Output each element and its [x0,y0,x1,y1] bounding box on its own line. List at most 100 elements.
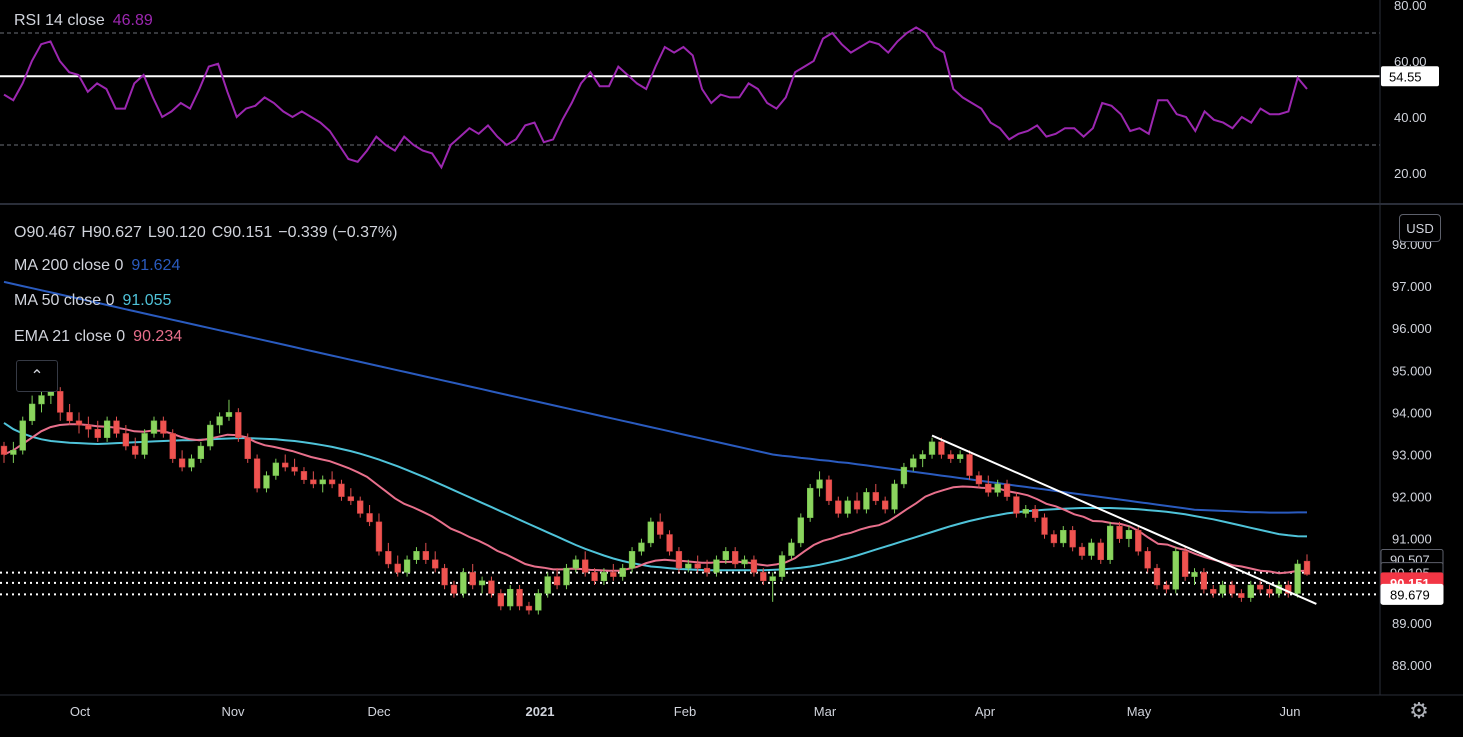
candle-body [507,588,514,607]
candle [272,458,280,480]
candle-body [600,572,608,582]
currency-badge[interactable]: USD [1399,214,1441,242]
candle-body [628,551,636,569]
candle [160,416,167,438]
candle-body [1088,542,1095,556]
candle [1181,547,1189,581]
candle-body [844,500,851,514]
gear-icon[interactable]: ⚙ [1409,698,1429,723]
price-y-tick: 94.000 [1392,405,1432,420]
candle [657,513,664,539]
candle-body [1247,584,1254,598]
candle [1294,559,1301,598]
candle [525,601,533,615]
candle-body [1266,588,1273,594]
candle-body [1060,530,1067,544]
candle [713,555,720,577]
candle [225,399,233,421]
candle [403,555,411,577]
ma50-label: MA 50 close 0 [14,292,115,309]
candle [10,441,17,463]
candle [1069,526,1076,552]
candle-body [216,416,223,426]
candle [947,450,954,463]
candle [975,471,983,489]
candle-body [872,492,879,502]
candle-body [685,563,692,569]
candle [1153,563,1161,590]
candle [357,496,364,518]
candle [1210,585,1217,598]
ohlc-change: −0.339 (−0.37%) [278,224,398,241]
candle-body [853,500,861,510]
candle [197,441,205,463]
candle [1172,547,1179,594]
rsi-y-tick: 40.00 [1394,110,1427,125]
ohlc-legend: O90.467 H90.627 L90.120 C90.151 −0.339 (−0.3… [14,224,403,242]
price-y-tick: 93.000 [1392,448,1432,463]
price-tag [1380,583,1444,605]
candle-body [863,492,870,510]
candle-body [760,572,767,582]
candle [375,513,383,556]
candle-body [94,428,101,438]
candle-body [657,521,664,535]
candle-body [713,559,720,573]
x-tick: 2021 [526,704,555,719]
candle-body [675,551,683,569]
chevron-up-icon[interactable]: ⌃ [16,360,58,392]
candle-body [385,551,392,565]
candle-body [253,458,261,489]
candle-body [1041,517,1048,535]
candle-body [169,433,176,459]
candle-body [919,454,926,459]
candle-body [291,466,298,472]
candle-body [244,437,251,459]
candle [94,420,101,442]
candle-body [197,445,205,459]
candle [563,563,570,590]
candle [132,437,139,459]
candle-body [957,454,964,459]
candle-body [1069,530,1076,548]
candle [1285,580,1292,598]
candle-body [1294,563,1301,594]
candle-body [188,458,195,468]
candle-body [478,580,486,586]
candle-body [1238,593,1245,598]
candle-body [225,412,233,417]
price-y-tick: 91.000 [1392,532,1432,547]
x-tick: Jun [1280,704,1301,719]
candle [216,412,223,434]
ema21-legend: EMA 21 close 0 90.234 [14,328,182,346]
candle-body [816,479,823,489]
candle-body [150,420,158,434]
x-tick: Oct [70,704,91,719]
candle [1163,580,1170,594]
candle [910,454,917,472]
rsi-panel[interactable]: 54.55 [0,26,1439,170]
price-panel[interactable] [0,280,1380,615]
candle [1200,568,1208,594]
candle-body [928,441,936,455]
candle-body [1135,530,1142,552]
candle-body [132,445,139,455]
candle [1078,542,1086,560]
candle [253,454,261,493]
candle-body [732,551,739,565]
candle [422,542,429,564]
candle-body [553,576,561,586]
candle [1228,580,1236,598]
ma50-legend: MA 50 close 0 91.055 [14,292,171,310]
candle-body [19,420,26,451]
candle-body [591,572,598,582]
price-y-tick: 92.000 [1392,490,1432,505]
candle [385,542,392,569]
candle-body [282,462,289,468]
candle-body [994,483,1001,493]
candle [535,589,542,615]
candle-body [535,593,542,611]
candle [582,551,589,577]
candle-body [647,521,654,544]
